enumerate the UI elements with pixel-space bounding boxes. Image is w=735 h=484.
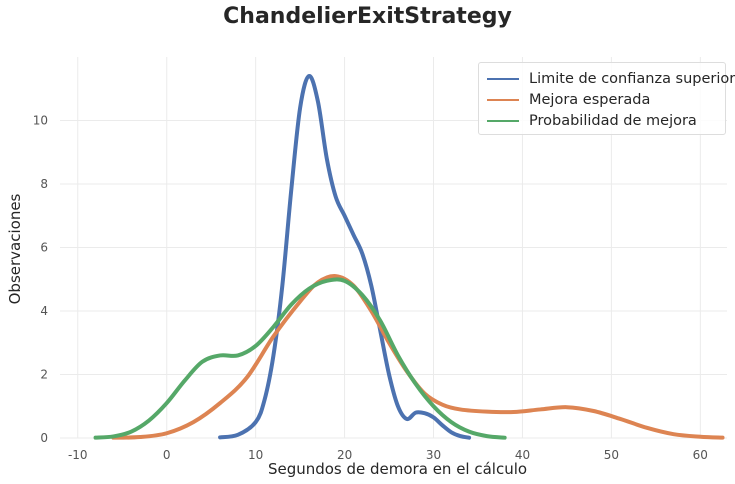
y-tick-label: 4 (40, 304, 48, 318)
legend-swatch-probabilidad (487, 120, 519, 122)
x-tick-label: 10 (248, 448, 263, 462)
x-tick-label: 20 (337, 448, 352, 462)
x-tick-label: -10 (68, 448, 88, 462)
legend-swatch-limite (487, 78, 519, 80)
legend-item-probabilidad: Probabilidad de mejora (487, 111, 697, 131)
chart-title: ChandelierExitStrategy (223, 4, 512, 29)
x-tick-label: 60 (693, 448, 708, 462)
legend-swatch-mejora-esperada (487, 99, 519, 101)
x-tick-label: 30 (426, 448, 441, 462)
legend: Limite de confianza superior Mejora espe… (478, 62, 735, 135)
y-tick-label: 2 (40, 368, 48, 382)
legend-label-probabilidad: Probabilidad de mejora (529, 113, 697, 129)
y-tick-label: 0 (40, 431, 48, 445)
legend-item-mejora-esperada: Mejora esperada (487, 90, 650, 110)
x-tick-label: 0 (163, 448, 171, 462)
legend-label-mejora-esperada: Mejora esperada (529, 92, 651, 108)
x-tick-label: 40 (515, 448, 530, 462)
y-axis-label: Observaciones (6, 193, 24, 305)
legend-label-limite: Limite de confianza superior (529, 71, 735, 87)
series-line-probabilidad-mejora (93, 277, 507, 440)
x-tick-label: 50 (604, 448, 619, 462)
y-tick-label: 10 (33, 114, 48, 128)
legend-item-limite: Limite de confianza superior (487, 69, 735, 89)
y-tick-label: 6 (40, 241, 48, 255)
x-axis-label: Segundos de demora en el cálculo (267, 460, 528, 478)
y-tick-label: 8 (40, 177, 48, 191)
